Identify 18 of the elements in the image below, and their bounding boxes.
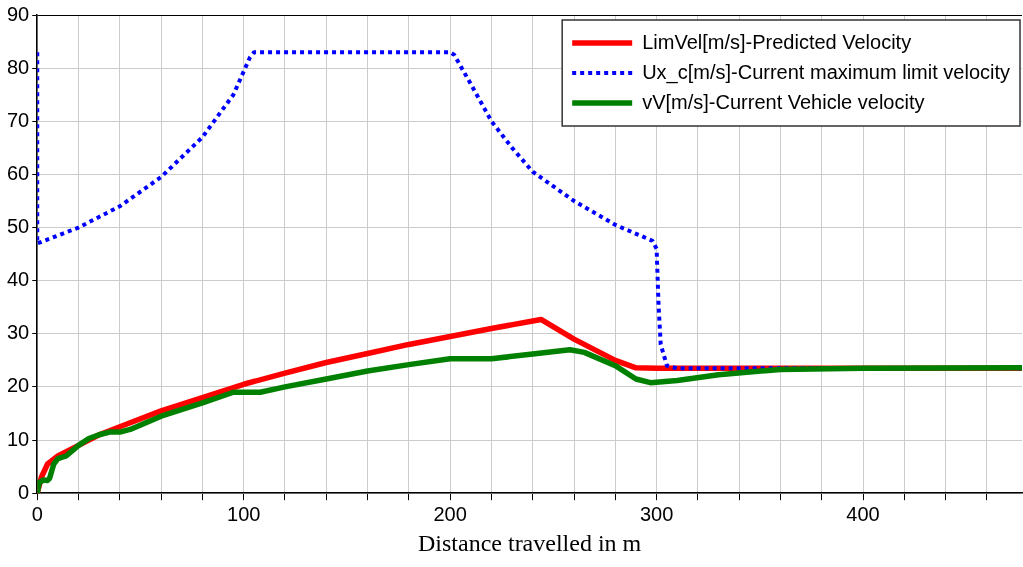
x-tick-label: 100	[227, 502, 261, 525]
x-tick-label: 200	[433, 502, 467, 525]
y-tick-label: 60	[7, 161, 30, 184]
y-tick-label: 70	[7, 108, 30, 131]
x-axis-title: Distance travelled in m	[417, 529, 642, 556]
y-tick-label: 30	[7, 321, 30, 344]
y-tick-label: 20	[7, 374, 30, 397]
legend-label: LimVel[m/s]-Predicted Velocity	[642, 30, 912, 53]
x-tick-label: 300	[639, 502, 674, 525]
legend-label: Ux_c[m/s]-Current maximum limit velocity	[642, 60, 1011, 84]
y-tick-label: 80	[7, 55, 30, 78]
y-tick-label: 90	[7, 2, 30, 25]
y-tick-label: 50	[7, 215, 30, 238]
y-tick-label: 10	[7, 427, 30, 450]
y-tick-label: 0	[18, 480, 30, 503]
legend-label: vV[m/s]-Current Vehicle velocity	[642, 90, 925, 113]
x-tick-label: 400	[846, 502, 880, 525]
y-tick-label: 40	[7, 268, 30, 291]
